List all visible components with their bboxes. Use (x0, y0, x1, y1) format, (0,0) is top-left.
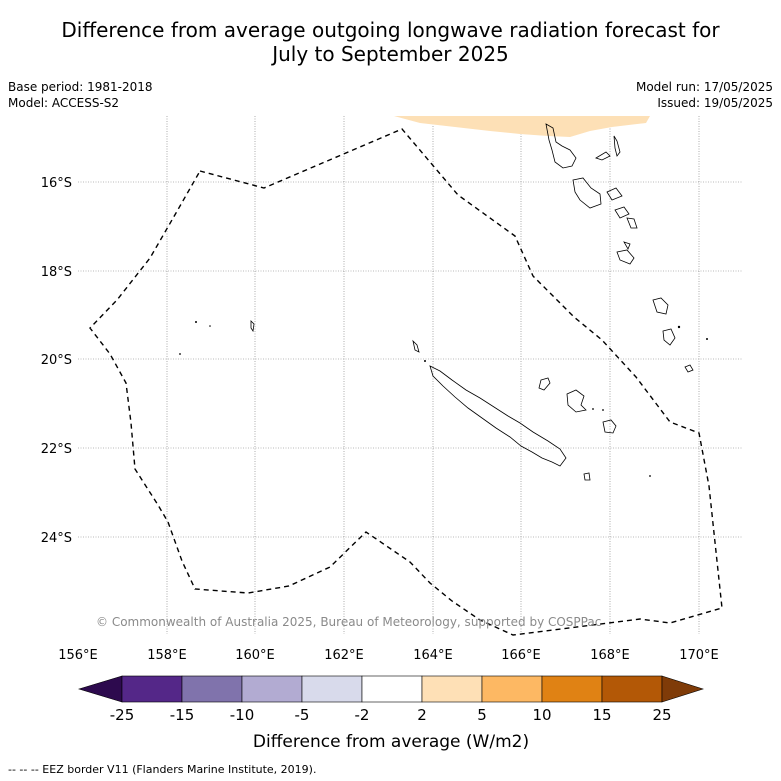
model-run-text: Model run: 17/05/2025 (635, 80, 773, 94)
lon-tick-label: 166°E (501, 648, 541, 663)
axis-labels: 156°E 158°E 160°E 162°E 164°E 166°E 168°… (41, 176, 719, 663)
colorbar-tick-label: 2 (417, 706, 427, 724)
maewo-island (613, 135, 621, 157)
islet-dot (592, 408, 594, 410)
lon-tick-label: 156°E (58, 648, 98, 663)
lat-tick-label: 22°S (41, 442, 72, 457)
meta-left: Base period: 1981-2018 Model: ACCESS-S2 (8, 79, 153, 111)
coastlines (250, 123, 694, 481)
isle-of-pines (583, 472, 591, 481)
espiritu-santo-island (545, 123, 577, 169)
chesterfield-islet (250, 320, 255, 333)
lon-tick-label: 162°E (324, 648, 364, 663)
matthew-hunter-island-b (662, 328, 676, 346)
lat-tick-label: 24°S (41, 531, 72, 546)
islet-dot (195, 321, 197, 323)
colorbar-extend-right (661, 675, 704, 703)
new-caledonia-island (429, 365, 567, 467)
base-period-text: Base period: 1981-2018 (8, 80, 153, 94)
colorbar: -25 -15 -10 -5 -2 2 5 10 15 25 Differenc… (77, 675, 704, 752)
chart-title: Difference from average outgoing longwav… (0, 18, 781, 66)
meta-right: Model run: 17/05/2025 Issued: 19/05/2025 (636, 79, 773, 111)
colorbar-segment (601, 675, 663, 703)
anomaly-shading-2-to-5 (394, 116, 650, 137)
islet-dot (706, 338, 708, 340)
colorbar-tick-label: -5 (295, 706, 310, 724)
mare-island (602, 419, 617, 434)
belep-islands (412, 339, 420, 353)
islet-dot (209, 325, 211, 327)
islet-dot (602, 409, 604, 411)
anatom-island (623, 241, 631, 250)
colorbar-tick-label: -10 (230, 706, 255, 724)
matthew-hunter-island-a (652, 297, 669, 315)
title-line-2: July to September 2025 (272, 42, 509, 66)
colorbar-tick-label: 5 (477, 706, 487, 724)
islet-dots (179, 321, 708, 477)
colorbar-tick-label: -15 (170, 706, 195, 724)
small-islet-east (684, 364, 694, 373)
colorbar-tick-labels: -25 -15 -10 -5 -2 2 5 10 15 25 (110, 706, 672, 724)
gridlines (78, 116, 743, 634)
lat-tick-label: 16°S (41, 176, 72, 191)
eez-border (89, 128, 723, 636)
colorbar-segment (181, 675, 243, 703)
colorbar-segment (301, 675, 363, 703)
colorbar-label: Difference from average (W/m2) (253, 732, 529, 752)
lifou-island (566, 389, 587, 413)
colorbar-tick-label: 25 (652, 706, 671, 724)
colorbar-tick-label: -25 (110, 706, 135, 724)
colorbar-segment (421, 675, 483, 703)
islet-dot (424, 360, 426, 362)
map-panel: © Commonwealth of Australia 2025, Bureau… (78, 116, 743, 636)
colorbar-tick-label: 10 (532, 706, 551, 724)
ouvea-island (538, 377, 551, 391)
islet-dot (179, 353, 181, 355)
islet-dot (649, 475, 651, 477)
colorbar-segment (361, 675, 423, 703)
title-line-1: Difference from average outgoing longwav… (61, 18, 720, 42)
colorbar-segment (481, 675, 543, 703)
efate-island (614, 206, 630, 219)
colorbar-tick-label: 15 (592, 706, 611, 724)
lon-tick-label: 158°E (147, 648, 187, 663)
islet-dot (677, 325, 681, 329)
eez-footnote: -- -- -- EEZ border V11 (Flanders Marine… (8, 763, 317, 776)
map-background (78, 116, 743, 634)
lat-tick-label: 18°S (41, 265, 72, 280)
tanna-island (616, 249, 635, 265)
colorbar-tick-label: -2 (355, 706, 370, 724)
issued-text: Issued: 19/05/2025 (657, 96, 773, 110)
copyright-text: © Commonwealth of Australia 2025, Bureau… (96, 615, 601, 629)
lon-tick-label: 168°E (590, 648, 630, 663)
pentecost-ambae-island (595, 151, 611, 161)
colorbar-segment (241, 675, 303, 703)
colorbar-segment (121, 675, 183, 703)
lat-tick-label: 20°S (41, 353, 72, 368)
colorbar-extend-left (77, 675, 123, 703)
colorbar-segment (541, 675, 603, 703)
lon-tick-label: 170°E (679, 648, 719, 663)
erromango-island (626, 217, 638, 229)
lon-tick-label: 160°E (235, 648, 275, 663)
lon-tick-label: 164°E (413, 648, 453, 663)
model-text: Model: ACCESS-S2 (8, 96, 120, 110)
ambrym-island (606, 187, 623, 201)
malekula-island (572, 177, 602, 209)
